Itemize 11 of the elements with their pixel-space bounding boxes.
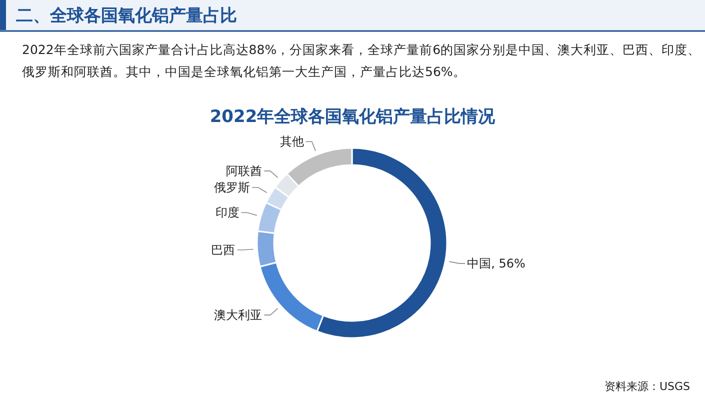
slice-label: 澳大利亚 (214, 308, 262, 322)
slice-label: 中国, 56% (467, 256, 526, 270)
slice-label: 阿联酋 (226, 164, 262, 178)
slice-label: 其他 (280, 134, 304, 149)
slice-label: 印度 (215, 206, 240, 220)
text: 资料来源：USGS (604, 380, 690, 393)
chart-subtitle: 2022年全球前六国家产量合计占比高达88%，分国家来看，全球产量前6的国家分别是中国、澳大利亚、巴西、印度、俄罗斯和阿联酋。其中，中国是全球氧化铝第一大生产国，产量占比达56%。 (22, 42, 701, 79)
chart-title: 2022年全球各国氧化铝产量占比情况 (210, 107, 496, 127)
text: 二、全球各国氧化铝产量占比 (16, 6, 237, 26)
slice-label: 巴西 (211, 242, 236, 257)
slice-label: 俄罗斯 (214, 180, 250, 195)
